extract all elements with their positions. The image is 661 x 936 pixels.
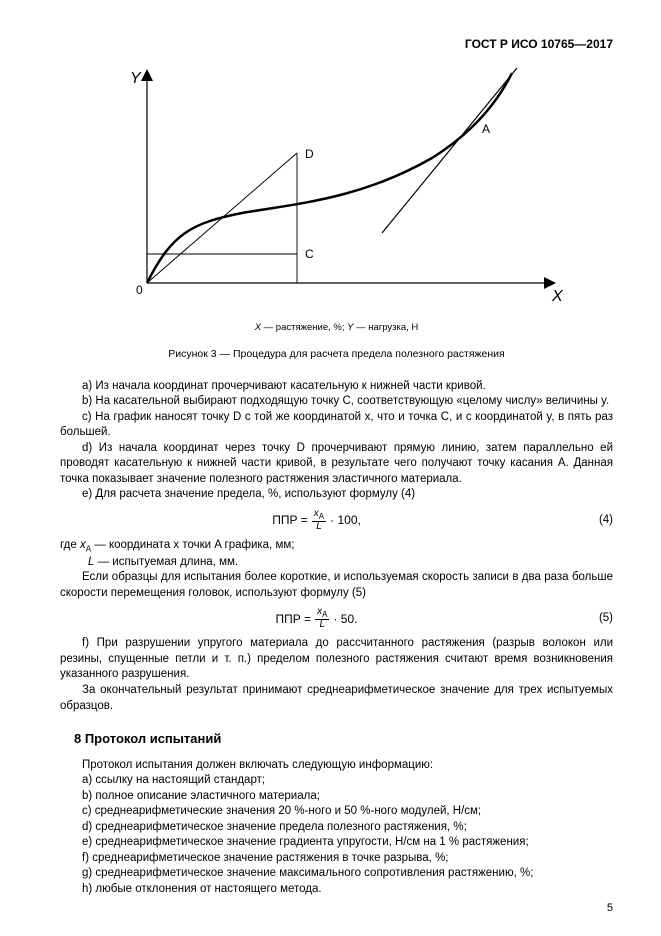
axis-caption: X — растяжение, %; Y — нагрузка, Н [60, 322, 613, 335]
page-container: ГОСТ Р ИСО 10765—2017 Y X 0 D C A X — растяже… [0, 0, 661, 936]
axis-x-desc: — растяжение, %; [261, 322, 347, 333]
para-final: За окончательный результат принимают сре… [60, 683, 613, 714]
f5-tail: · 50. [333, 611, 357, 627]
f5-num: (5) [573, 611, 613, 627]
proto-c: c) среднеарифметические значения 20 %-но… [60, 804, 613, 820]
proto-e: e) среднеарифметическое значение градиен… [60, 835, 613, 851]
proto-a: a) ссылку на настоящий стандарт; [60, 773, 613, 789]
proto-g: g) среднеарифметическое значение максима… [60, 866, 613, 882]
mid-para: Если образцы для испытания более коротки… [60, 570, 613, 601]
item-f: f) При разрушении упругого материала до … [60, 636, 613, 683]
svg-text:0: 0 [136, 283, 143, 297]
item-b: b) На касательной выбирают подходящую то… [60, 394, 613, 410]
f5-lhs: ППР = [276, 611, 312, 627]
where-xa-desc: — координата x точки A графика, мм; [91, 539, 294, 551]
formula-4: ППР = xA L · 100, (4) [60, 509, 613, 532]
f4-den: L [314, 522, 324, 532]
item-e: e) Для расчета значение предела, %, испо… [60, 487, 613, 503]
svg-text:D: D [305, 147, 314, 161]
item-c: c) На график наносят точку D с той же ко… [60, 410, 613, 441]
page-number: 5 [607, 901, 613, 916]
where-intro: где [60, 539, 80, 551]
item-a: a) Из начала координат прочерчивают каса… [60, 379, 613, 395]
item-d: d) Из начала координат через точку D про… [60, 441, 613, 488]
doc-header: ГОСТ Р ИСО 10765—2017 [60, 36, 613, 52]
figure-3: Y X 0 D C A [60, 58, 613, 314]
where-L-desc: — испытуемая длина, мм. [94, 556, 238, 568]
where-block: где xA — координата x точки A графика, м… [60, 538, 613, 571]
f4-num: (4) [573, 513, 613, 529]
svg-text:X: X [551, 288, 564, 305]
svg-text:C: C [305, 247, 314, 261]
svg-text:A: A [482, 122, 490, 136]
f4-tail: · 100, [330, 512, 361, 528]
proto-b: b) полное описание эластичного материала… [60, 789, 613, 805]
proto-d: d) среднеарифметическое значение предела… [60, 820, 613, 836]
chart-svg: Y X 0 D C A [102, 58, 572, 308]
f5-den: L [318, 620, 328, 630]
proto-intro: Протокол испытания должен включать следу… [60, 758, 613, 774]
formula-5: ППР = xA L · 50. (5) [60, 607, 613, 630]
proto-f: f) среднеарифметическое значение растяже… [60, 851, 613, 867]
proto-h: h) любые отклонения от настоящего метода… [60, 882, 613, 898]
f4-lhs: ППР = [272, 512, 308, 528]
section-8-title: 8 Протокол испытаний [74, 730, 613, 748]
svg-text:Y: Y [130, 70, 142, 87]
figure-caption: Рисунок 3 — Процедура для расчета предел… [60, 347, 613, 361]
axis-y-desc: — нагрузка, Н [353, 322, 418, 333]
